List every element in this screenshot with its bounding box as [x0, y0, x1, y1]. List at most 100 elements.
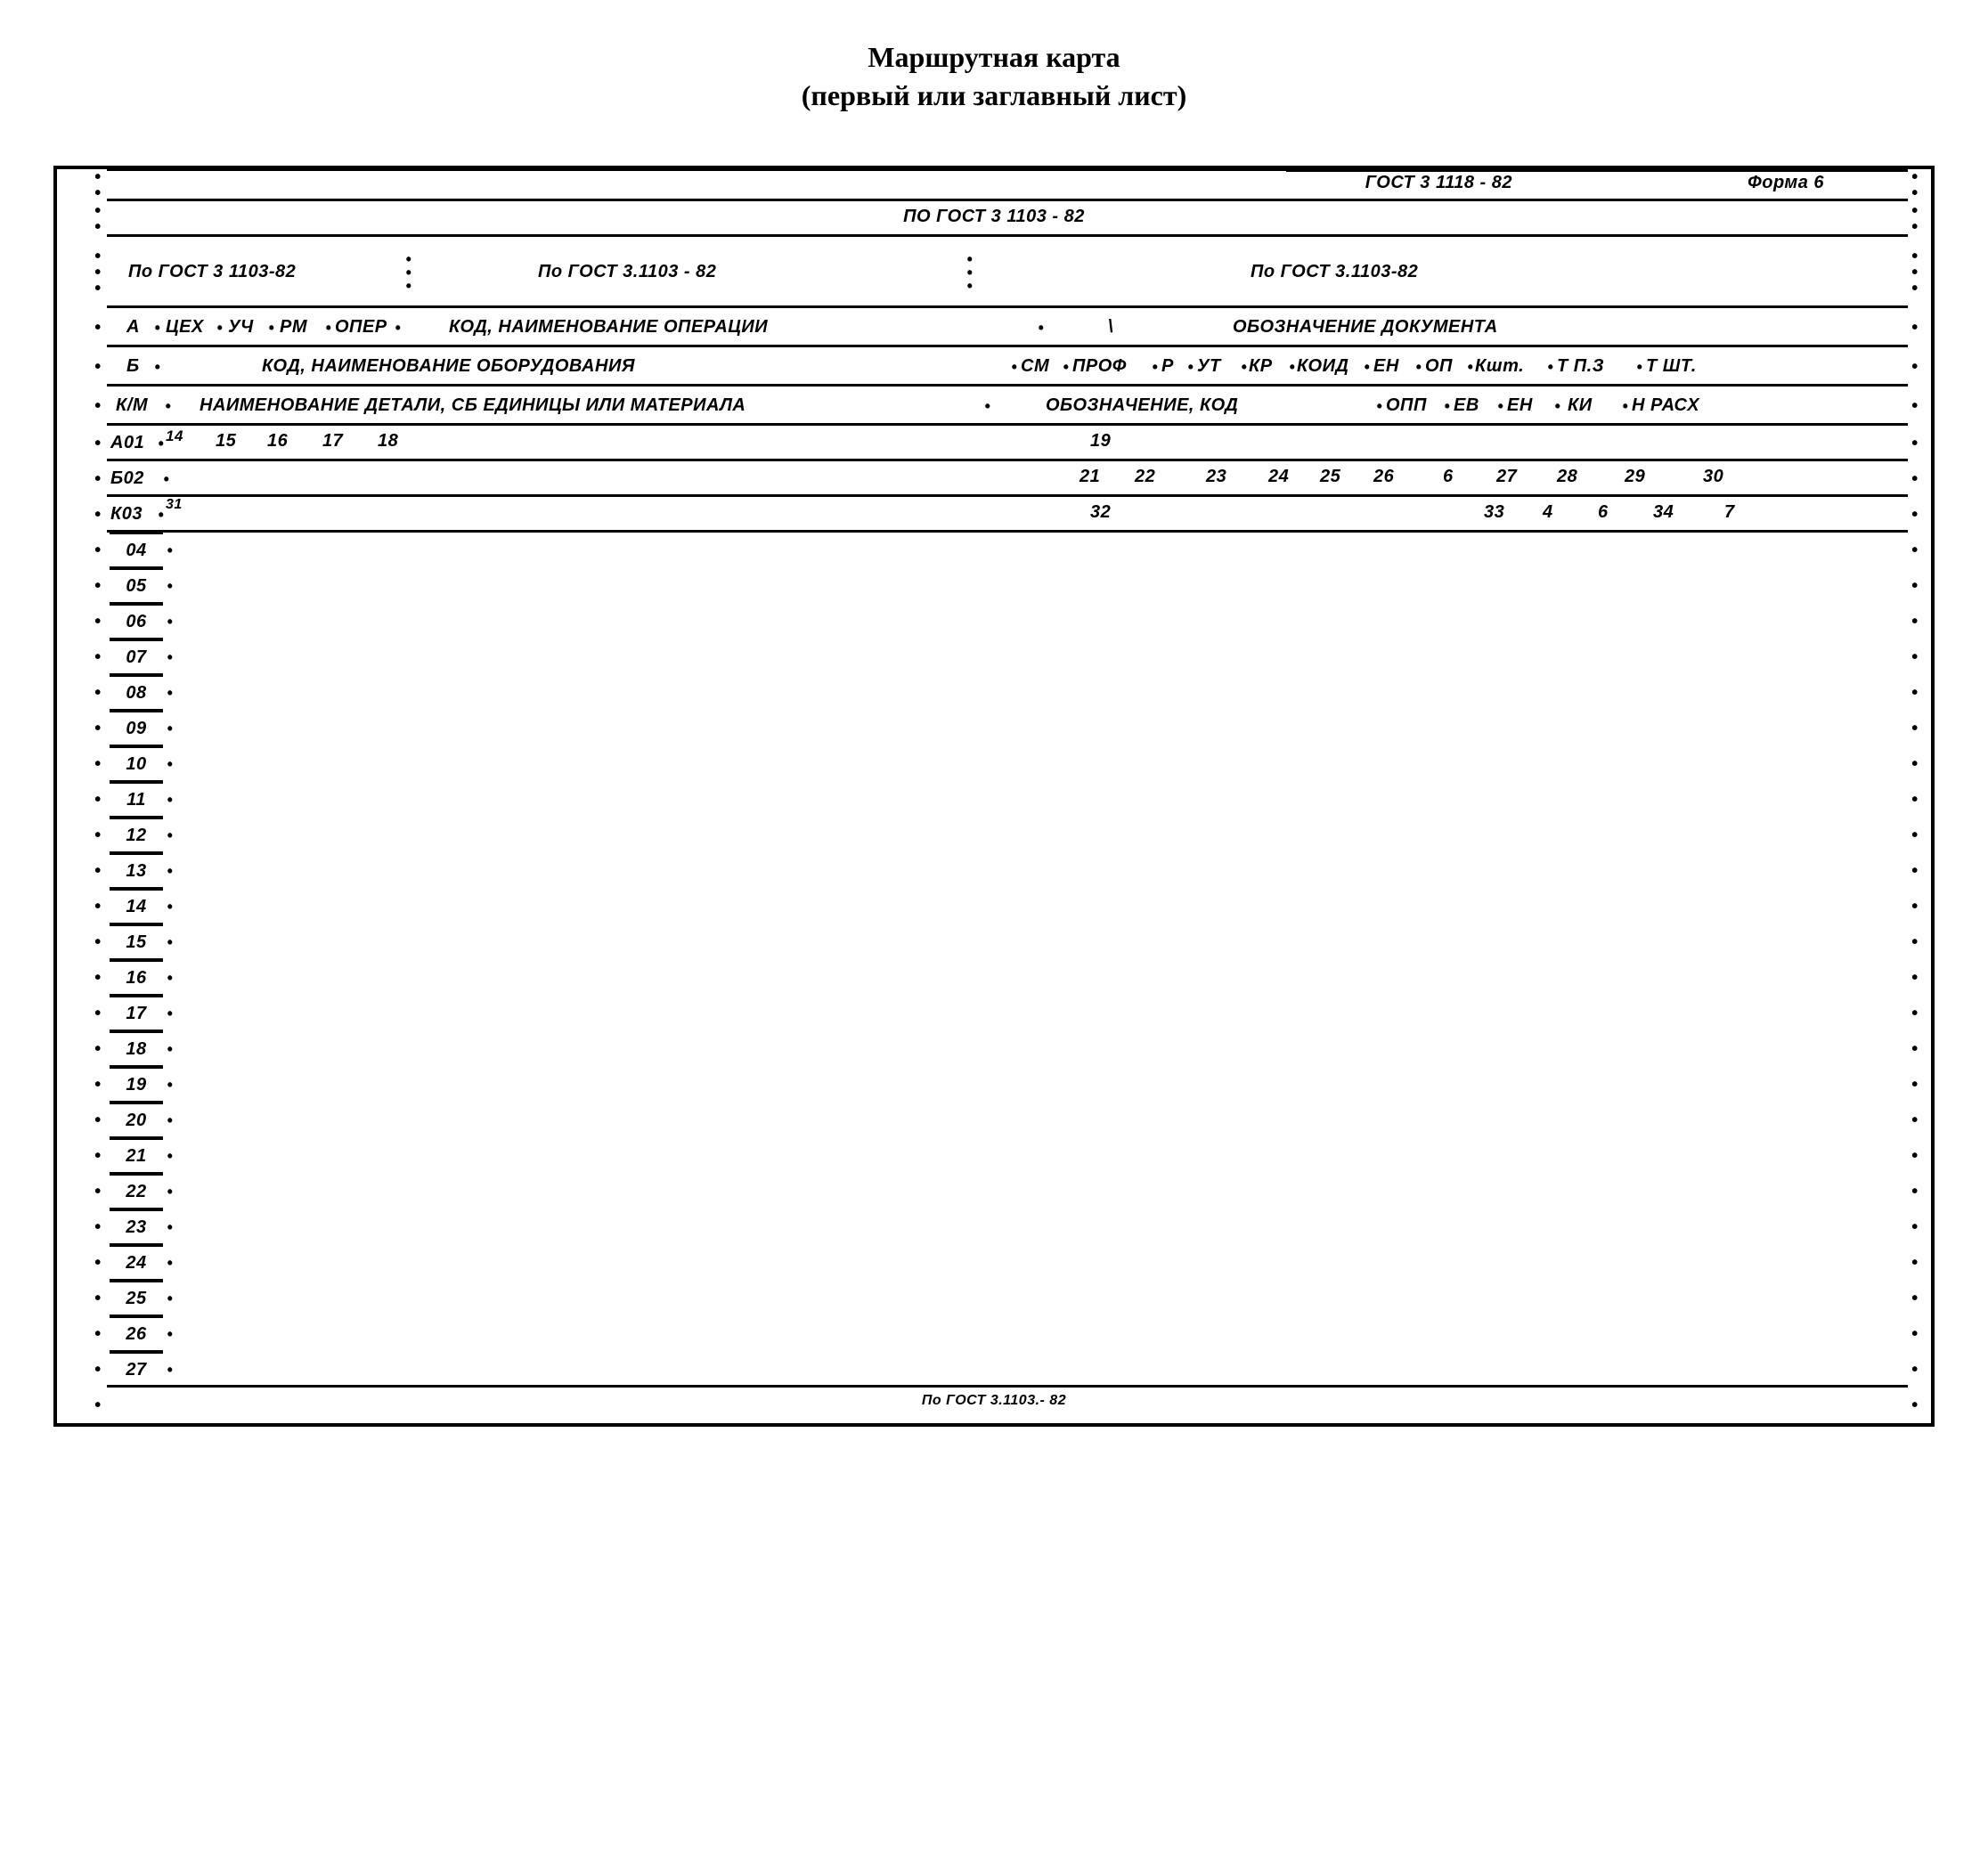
KM-c3: КИ — [1568, 395, 1593, 416]
B-label: Б — [126, 356, 140, 377]
rownum-14: 14 — [126, 897, 146, 917]
row-header-B: • • Б • КОД, НАИМЕНОВАНИЕ ОБОРУДОВАНИЯ •… — [57, 347, 1931, 387]
rownum-13: 13 — [126, 861, 146, 882]
rownum-19: 19 — [126, 1075, 146, 1095]
K03-sup: 31 — [166, 497, 183, 513]
rownum-16: 16 — [126, 968, 146, 989]
row-gost: •• •• ГОСТ 3 1118 - 82 Форма 6 — [57, 169, 1931, 201]
rownum-15: 15 — [126, 932, 146, 953]
rownum-22: 22 — [126, 1182, 146, 1202]
po-gost-mid: По ГОСТ 3.1103 - 82 — [538, 262, 716, 282]
A01-label: А01 — [110, 433, 144, 453]
A-c4: ОПЕР — [335, 317, 387, 338]
row-B02: • • Б02 • 21 22 23 24 25 26 6 27 28 29 3… — [57, 461, 1931, 497]
title-line-1: Маршрутная карта — [53, 41, 1935, 74]
row-12: ••12• — [57, 818, 1931, 853]
B-c5: КОИД — [1297, 356, 1348, 377]
B-c7: ОП — [1425, 356, 1453, 377]
KM-c4: Н РАСХ — [1632, 395, 1699, 416]
row-17: ••17• — [57, 996, 1931, 1031]
A-c2: УЧ — [228, 317, 254, 338]
B-c10: Т ШТ. — [1646, 356, 1697, 377]
B02-v1: 22 — [1135, 467, 1155, 487]
rownum-26: 26 — [126, 1324, 146, 1345]
rownum-09: 09 — [126, 719, 146, 739]
K03-v1: 4 — [1543, 502, 1553, 523]
row-16: ••16• — [57, 960, 1931, 996]
B-c1: ПРОФ — [1072, 356, 1127, 377]
row-05: ••05• — [57, 568, 1931, 604]
KM-c1: ЕВ — [1454, 395, 1479, 416]
B-c4: КР — [1249, 356, 1273, 377]
B02-v9: 29 — [1625, 467, 1645, 487]
row-09: ••09• — [57, 711, 1931, 746]
rownum-17: 17 — [126, 1004, 146, 1024]
B-c9: Т П.З — [1557, 356, 1604, 377]
rownum-20: 20 — [126, 1111, 146, 1131]
rownum-18: 18 — [126, 1039, 146, 1060]
gost-ref: ГОСТ 3 1118 - 82 — [1365, 173, 1512, 193]
B02-v2: 23 — [1206, 467, 1226, 487]
KM-label: К/М — [116, 395, 148, 416]
B-mid: КОД, НАИМЕНОВАНИЕ ОБОРУДОВАНИЯ — [262, 356, 635, 377]
form-frame: •• •• ГОСТ 3 1118 - 82 Форма 6 •• •• ПО … — [53, 166, 1935, 1427]
A01-v2: 16 — [267, 431, 288, 452]
A-c3: РМ — [280, 317, 307, 338]
K03-v3: 34 — [1653, 502, 1674, 523]
A-right: ОБОЗНАЧЕНИЕ ДОКУМЕНТА — [1233, 317, 1498, 338]
A-c1: ЦЕХ — [166, 317, 204, 338]
row-14: ••14• — [57, 889, 1931, 924]
rownum-23: 23 — [126, 1217, 146, 1238]
footer-text: По ГОСТ 3.1103.- 82 — [57, 1393, 1931, 1409]
row-header-A: • • А • ЦЕХ • УЧ • РМ • ОПЕР • КОД, НАИМ… — [57, 308, 1931, 347]
K03-v4: 7 — [1724, 502, 1735, 523]
rownum-25: 25 — [126, 1289, 146, 1309]
row-A01: • • А01 • 14 15 16 17 18 19 — [57, 426, 1931, 461]
po-gost-top: ПО ГОСТ 3 1103 - 82 — [57, 207, 1931, 227]
row-K03: • • К03 • 31 32 33 4 6 34 7 — [57, 497, 1931, 533]
row-18: ••18• — [57, 1031, 1931, 1067]
po-gost-right: По ГОСТ 3.1103-82 — [1251, 262, 1418, 282]
row-23: ••23• — [57, 1209, 1931, 1245]
row-25: ••25• — [57, 1281, 1931, 1316]
row-26: ••26• — [57, 1316, 1931, 1352]
A01-v0: 14 — [166, 427, 183, 445]
A-sep: \ — [1108, 317, 1113, 338]
K03-mid: 32 — [1090, 502, 1111, 523]
row-po-gost-top: •• •• ПО ГОСТ 3 1103 - 82 — [57, 201, 1931, 237]
rownum-12: 12 — [126, 826, 146, 846]
rownum-27: 27 — [126, 1360, 146, 1380]
A-label: А — [126, 317, 140, 338]
B-c8: Кшт. — [1475, 356, 1524, 377]
KM-right1: ОБОЗНАЧЕНИЕ, КОД — [1046, 395, 1238, 416]
row-21: ••21• — [57, 1138, 1931, 1174]
row-19: ••19• — [57, 1067, 1931, 1103]
row-10: ••10• — [57, 746, 1931, 782]
A01-right: 19 — [1090, 431, 1111, 452]
B02-v5: 26 — [1373, 467, 1394, 487]
row-08: ••08• — [57, 675, 1931, 711]
row-header-KM: • • К/М • НАИМЕНОВАНИЕ ДЕТАЛИ, СБ ЕДИНИЦ… — [57, 387, 1931, 426]
K03-v2: 6 — [1598, 502, 1609, 523]
row-07: ••07• — [57, 639, 1931, 675]
row-20: ••20• — [57, 1103, 1931, 1138]
form-number: Форма 6 — [1748, 173, 1824, 193]
row-15: ••15• — [57, 924, 1931, 960]
A01-v4: 18 — [378, 431, 398, 452]
doc-title: Маршрутная карта (первый или заглавный л… — [53, 41, 1935, 112]
B02-v7: 27 — [1496, 467, 1517, 487]
K03-v0: 33 — [1484, 502, 1504, 523]
row-06: ••06• — [57, 604, 1931, 639]
A01-v1: 15 — [216, 431, 236, 452]
rownum-24: 24 — [126, 1253, 146, 1274]
A-mid: КОД, НАИМЕНОВАНИЕ ОПЕРАЦИИ — [449, 317, 768, 338]
rownum-10: 10 — [126, 754, 146, 775]
row-27: ••27• — [57, 1352, 1931, 1388]
K03-label: К03 — [110, 504, 143, 525]
title-line-2: (первый или заглавный лист) — [53, 79, 1935, 112]
B02-v10: 30 — [1703, 467, 1723, 487]
KM-c0: ОПП — [1386, 395, 1427, 416]
rownum-06: 06 — [126, 612, 146, 632]
B-c2: Р — [1161, 356, 1174, 377]
rownum-08: 08 — [126, 683, 146, 704]
